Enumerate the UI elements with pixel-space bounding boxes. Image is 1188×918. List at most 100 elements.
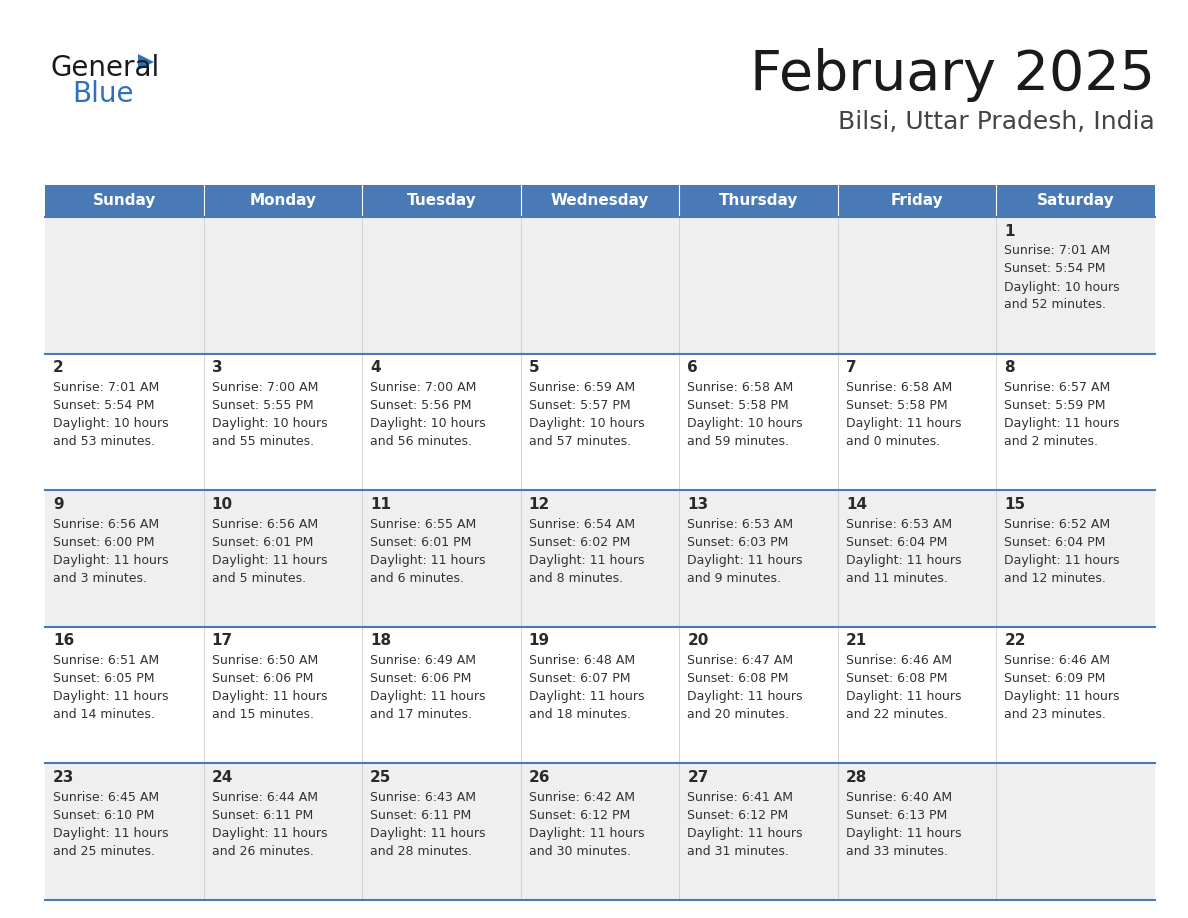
Text: and 11 minutes.: and 11 minutes.: [846, 572, 948, 585]
Bar: [997, 185, 1155, 217]
Text: and 9 minutes.: and 9 minutes.: [688, 572, 782, 585]
Bar: [838, 185, 997, 217]
Text: and 59 minutes.: and 59 minutes.: [688, 435, 789, 448]
Text: Sunrise: 6:46 AM: Sunrise: 6:46 AM: [1004, 655, 1111, 667]
Text: 24: 24: [211, 770, 233, 785]
Text: Sunset: 6:01 PM: Sunset: 6:01 PM: [371, 536, 472, 549]
Text: Sunset: 6:11 PM: Sunset: 6:11 PM: [371, 809, 472, 822]
Bar: [45, 185, 203, 217]
Text: Thursday: Thursday: [719, 194, 798, 208]
Text: and 20 minutes.: and 20 minutes.: [688, 709, 789, 722]
Text: Sunset: 6:06 PM: Sunset: 6:06 PM: [211, 672, 312, 686]
Text: General: General: [50, 54, 159, 82]
Text: 19: 19: [529, 633, 550, 648]
Text: Daylight: 10 hours: Daylight: 10 hours: [211, 417, 327, 431]
Text: and 30 minutes.: and 30 minutes.: [529, 845, 631, 858]
Text: Sunrise: 6:43 AM: Sunrise: 6:43 AM: [371, 791, 476, 804]
Text: Sunset: 6:10 PM: Sunset: 6:10 PM: [53, 809, 154, 822]
Text: 13: 13: [688, 497, 708, 511]
Bar: [838, 764, 997, 900]
Bar: [203, 490, 362, 627]
Text: Monday: Monday: [249, 194, 316, 208]
Text: 20: 20: [688, 633, 709, 648]
Bar: [203, 627, 362, 764]
Text: 6: 6: [688, 360, 699, 375]
Text: Sunrise: 7:01 AM: Sunrise: 7:01 AM: [53, 381, 159, 394]
Text: Sunset: 6:08 PM: Sunset: 6:08 PM: [846, 672, 947, 686]
Text: Sunset: 5:58 PM: Sunset: 5:58 PM: [688, 399, 789, 412]
Text: 15: 15: [1004, 497, 1025, 511]
Text: Sunrise: 6:51 AM: Sunrise: 6:51 AM: [53, 655, 159, 667]
Text: Sunrise: 6:48 AM: Sunrise: 6:48 AM: [529, 655, 634, 667]
Text: and 18 minutes.: and 18 minutes.: [529, 709, 631, 722]
Polygon shape: [138, 54, 154, 70]
Text: Sunrise: 6:50 AM: Sunrise: 6:50 AM: [211, 655, 318, 667]
Text: Daylight: 11 hours: Daylight: 11 hours: [371, 827, 486, 840]
Text: Sunrise: 6:41 AM: Sunrise: 6:41 AM: [688, 791, 794, 804]
Bar: [680, 627, 838, 764]
Text: 9: 9: [53, 497, 64, 511]
Text: Saturday: Saturday: [1037, 194, 1114, 208]
Text: Sunrise: 6:53 AM: Sunrise: 6:53 AM: [846, 518, 952, 531]
Text: Daylight: 11 hours: Daylight: 11 hours: [846, 690, 961, 703]
Text: 21: 21: [846, 633, 867, 648]
Text: and 17 minutes.: and 17 minutes.: [371, 709, 472, 722]
Text: and 55 minutes.: and 55 minutes.: [211, 435, 314, 448]
Text: 1: 1: [1004, 223, 1015, 239]
Text: Sunrise: 6:58 AM: Sunrise: 6:58 AM: [688, 381, 794, 394]
Bar: [520, 764, 680, 900]
Text: 23: 23: [53, 770, 75, 785]
Text: and 53 minutes.: and 53 minutes.: [53, 435, 154, 448]
Bar: [45, 490, 203, 627]
Text: Sunrise: 6:42 AM: Sunrise: 6:42 AM: [529, 791, 634, 804]
Bar: [997, 490, 1155, 627]
Text: Daylight: 11 hours: Daylight: 11 hours: [529, 690, 644, 703]
Bar: [203, 185, 362, 217]
Text: 5: 5: [529, 360, 539, 375]
Text: Sunset: 5:55 PM: Sunset: 5:55 PM: [211, 399, 314, 412]
Text: Daylight: 11 hours: Daylight: 11 hours: [1004, 690, 1120, 703]
Bar: [680, 490, 838, 627]
Text: Daylight: 11 hours: Daylight: 11 hours: [846, 827, 961, 840]
Text: and 33 minutes.: and 33 minutes.: [846, 845, 948, 858]
Text: Daylight: 11 hours: Daylight: 11 hours: [53, 690, 169, 703]
Text: Daylight: 11 hours: Daylight: 11 hours: [211, 690, 327, 703]
Text: Sunset: 6:11 PM: Sunset: 6:11 PM: [211, 809, 312, 822]
Text: Daylight: 11 hours: Daylight: 11 hours: [371, 554, 486, 566]
Text: Daylight: 10 hours: Daylight: 10 hours: [53, 417, 169, 431]
Bar: [680, 185, 838, 217]
Bar: [520, 185, 680, 217]
Text: Daylight: 11 hours: Daylight: 11 hours: [53, 554, 169, 566]
Text: and 6 minutes.: and 6 minutes.: [371, 572, 465, 585]
Text: 28: 28: [846, 770, 867, 785]
Text: Daylight: 11 hours: Daylight: 11 hours: [846, 554, 961, 566]
Text: Daylight: 11 hours: Daylight: 11 hours: [688, 827, 803, 840]
Text: Daylight: 11 hours: Daylight: 11 hours: [211, 554, 327, 566]
Text: Sunrise: 6:47 AM: Sunrise: 6:47 AM: [688, 655, 794, 667]
Text: Sunset: 6:02 PM: Sunset: 6:02 PM: [529, 536, 630, 549]
Text: Daylight: 10 hours: Daylight: 10 hours: [688, 417, 803, 431]
Bar: [838, 217, 997, 353]
Bar: [362, 490, 520, 627]
Text: 27: 27: [688, 770, 709, 785]
Bar: [997, 627, 1155, 764]
Text: Sunrise: 6:40 AM: Sunrise: 6:40 AM: [846, 791, 952, 804]
Text: and 14 minutes.: and 14 minutes.: [53, 709, 154, 722]
Text: 2: 2: [53, 360, 64, 375]
Text: Daylight: 11 hours: Daylight: 11 hours: [1004, 554, 1120, 566]
Text: Sunrise: 6:56 AM: Sunrise: 6:56 AM: [211, 518, 317, 531]
Bar: [203, 353, 362, 490]
Bar: [203, 764, 362, 900]
Text: Daylight: 11 hours: Daylight: 11 hours: [211, 827, 327, 840]
Text: and 23 minutes.: and 23 minutes.: [1004, 709, 1106, 722]
Text: and 12 minutes.: and 12 minutes.: [1004, 572, 1106, 585]
Bar: [997, 764, 1155, 900]
Text: Sunset: 6:04 PM: Sunset: 6:04 PM: [1004, 536, 1106, 549]
Bar: [362, 764, 520, 900]
Text: and 8 minutes.: and 8 minutes.: [529, 572, 623, 585]
Text: 7: 7: [846, 360, 857, 375]
Text: Sunrise: 7:00 AM: Sunrise: 7:00 AM: [211, 381, 318, 394]
Text: Sunrise: 6:53 AM: Sunrise: 6:53 AM: [688, 518, 794, 531]
Text: Sunset: 6:00 PM: Sunset: 6:00 PM: [53, 536, 154, 549]
Text: Bilsi, Uttar Pradesh, India: Bilsi, Uttar Pradesh, India: [839, 110, 1155, 134]
